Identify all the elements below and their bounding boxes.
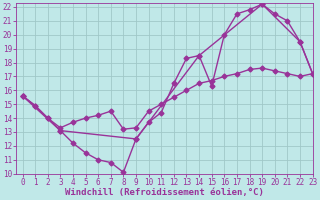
- X-axis label: Windchill (Refroidissement éolien,°C): Windchill (Refroidissement éolien,°C): [65, 188, 264, 197]
